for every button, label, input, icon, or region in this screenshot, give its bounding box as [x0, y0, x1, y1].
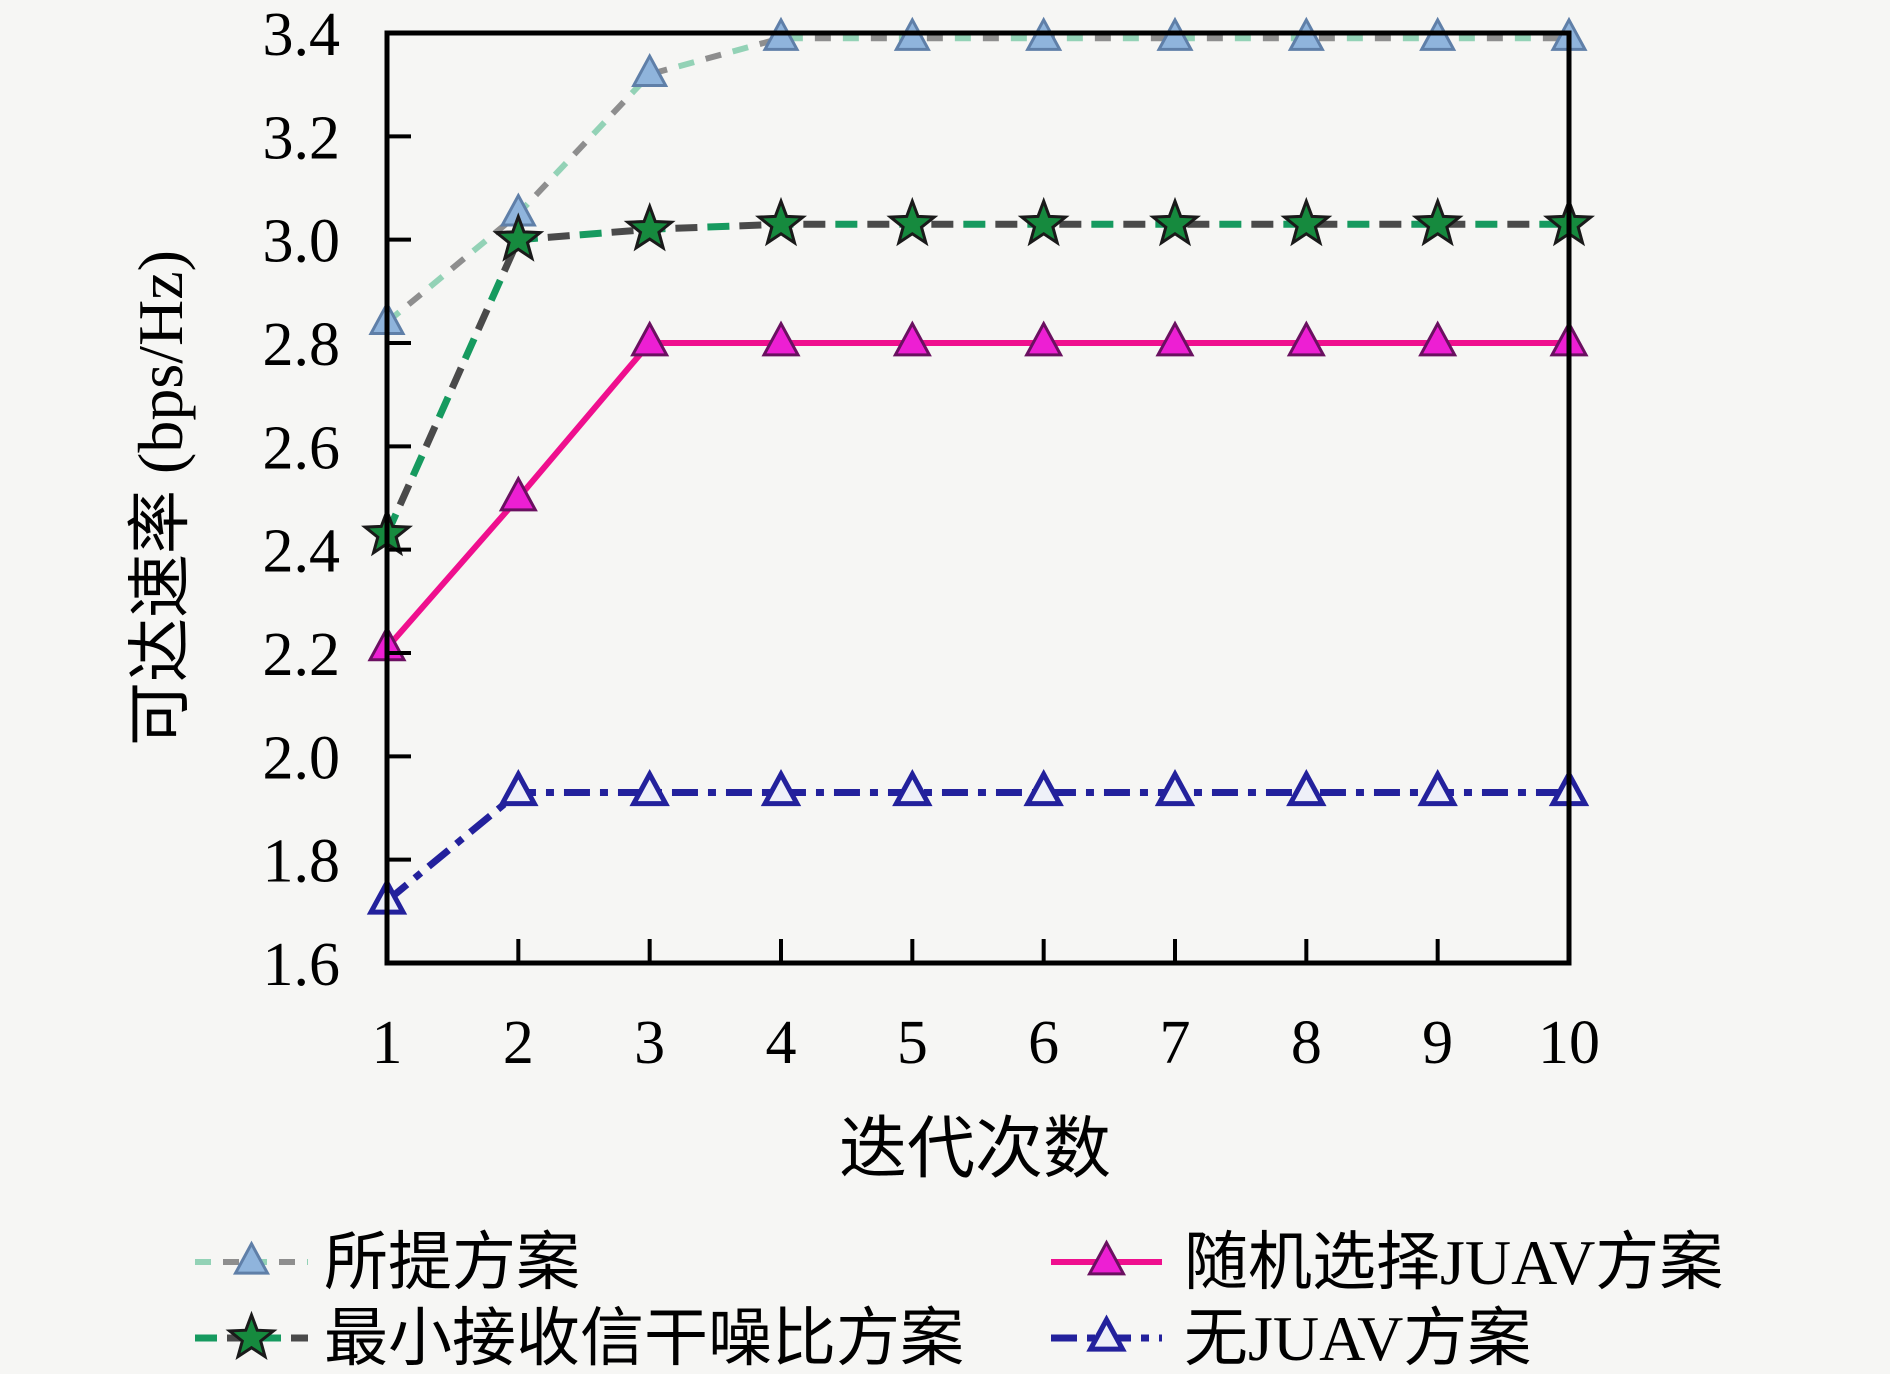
series-2-marker-icon — [630, 320, 670, 357]
y-tick-label: 3.4 — [263, 1, 341, 69]
legend-item-0-marker-icon — [232, 1240, 271, 1275]
y-tick-label: 2.2 — [263, 621, 341, 689]
x-tick-label: 4 — [766, 1009, 797, 1077]
x-tick-label: 10 — [1538, 1009, 1600, 1077]
x-tick-label: 5 — [897, 1009, 928, 1077]
legend-item-3-marker-icon — [1086, 1314, 1127, 1352]
series-2-marker-icon — [498, 475, 538, 512]
series-3-line-stroke-0 — [384, 789, 1569, 904]
x-tick-label: 1 — [372, 1009, 403, 1077]
series-1-marker-icon — [755, 196, 807, 247]
legend-item-0: 所提方案 — [195, 1227, 580, 1298]
y-tick-label: 2.4 — [263, 518, 341, 586]
x-tick-label: 3 — [634, 1009, 665, 1077]
y-axis-label: 可达速率 (bps/Hz) — [125, 250, 196, 746]
series-3 — [366, 769, 1590, 915]
legend-item-3-label: 无JUAV方案 — [1184, 1303, 1531, 1374]
legend-item-3: 无JUAV方案 — [1051, 1303, 1531, 1374]
plot-border — [384, 30, 1572, 966]
series-2-marker-icon — [761, 320, 801, 357]
series-1-marker-icon — [886, 196, 939, 247]
series-3-marker-icon — [1154, 769, 1196, 807]
legend-item-2-label: 随机选择JUAV方案 — [1184, 1227, 1723, 1298]
series-2-marker-icon — [892, 320, 932, 357]
series-2-marker-icon — [1286, 320, 1326, 357]
series-3-marker-icon — [1286, 769, 1327, 807]
axes-ticks: 1.6 1.8 2.0 2.2 2.4 2.6 2.8 3.0 3.2 3.4 1 2 3 4 5 6 7 8 9 1… — [263, 1, 1601, 1077]
series-0-marker-icon — [631, 52, 669, 88]
series-1-marker-icon — [1149, 196, 1201, 247]
series-0 — [368, 16, 1588, 336]
legend-item-2: 随机选择JUAV方案 — [1051, 1227, 1723, 1298]
series-0-line-stroke-0 — [385, 35, 1569, 325]
series-1-marker-icon — [492, 212, 545, 262]
legend-item-1-marker-icon — [225, 1310, 278, 1361]
legend-item-2-marker-icon — [1086, 1239, 1127, 1276]
series-0-line-stroke-1 — [385, 35, 1569, 325]
legend-item-1-label: 最小接收信干噪比方案 — [324, 1303, 964, 1374]
x-tick-label: 8 — [1291, 1009, 1322, 1077]
y-tick-label: 2.8 — [263, 311, 341, 379]
y-tick-label: 3.0 — [263, 208, 341, 276]
series-2-marker-icon — [1418, 320, 1458, 357]
series-3-marker-icon — [1417, 769, 1458, 807]
x-tick-label: 7 — [1160, 1009, 1191, 1077]
x-tick-label: 2 — [503, 1009, 534, 1077]
x-tick-label: 9 — [1422, 1009, 1453, 1077]
series-1-marker-icon — [1411, 196, 1464, 247]
series-3-marker-icon — [892, 769, 933, 807]
series-1-marker-icon — [1280, 196, 1333, 247]
series-3-marker-icon — [629, 769, 670, 807]
y-tick-label: 1.8 — [263, 828, 341, 896]
y-tick-label: 2.6 — [263, 414, 341, 482]
y-axis-label-group: 可达速率 (bps/Hz) — [125, 250, 196, 746]
series-1-marker-icon — [1017, 196, 1070, 247]
series-2 — [367, 320, 1589, 662]
series-2-marker-icon — [1024, 320, 1064, 357]
series-1 — [361, 196, 1595, 557]
series-2-line-stroke-0 — [384, 340, 1569, 650]
y-tick-label: 1.6 — [263, 931, 341, 999]
x-tick-label: 6 — [1028, 1009, 1059, 1077]
series-3-marker-icon — [760, 769, 802, 807]
y-tick-label: 3.2 — [263, 104, 341, 172]
series-1-line-stroke-0 — [383, 220, 1569, 536]
y-tick-label: 2.0 — [263, 724, 341, 792]
legend-item-0-label: 所提方案 — [324, 1227, 580, 1298]
series-2-marker-icon — [1155, 320, 1195, 357]
series-1-marker-icon — [623, 201, 676, 252]
series-3-marker-icon — [498, 769, 539, 807]
x-axis-label: 迭代次数 — [839, 1111, 1111, 1187]
legend-item-1: 最小接收信干噪比方案 — [195, 1303, 964, 1374]
series-1-line-stroke-1 — [383, 220, 1569, 536]
series-3-marker-icon — [1023, 769, 1064, 807]
